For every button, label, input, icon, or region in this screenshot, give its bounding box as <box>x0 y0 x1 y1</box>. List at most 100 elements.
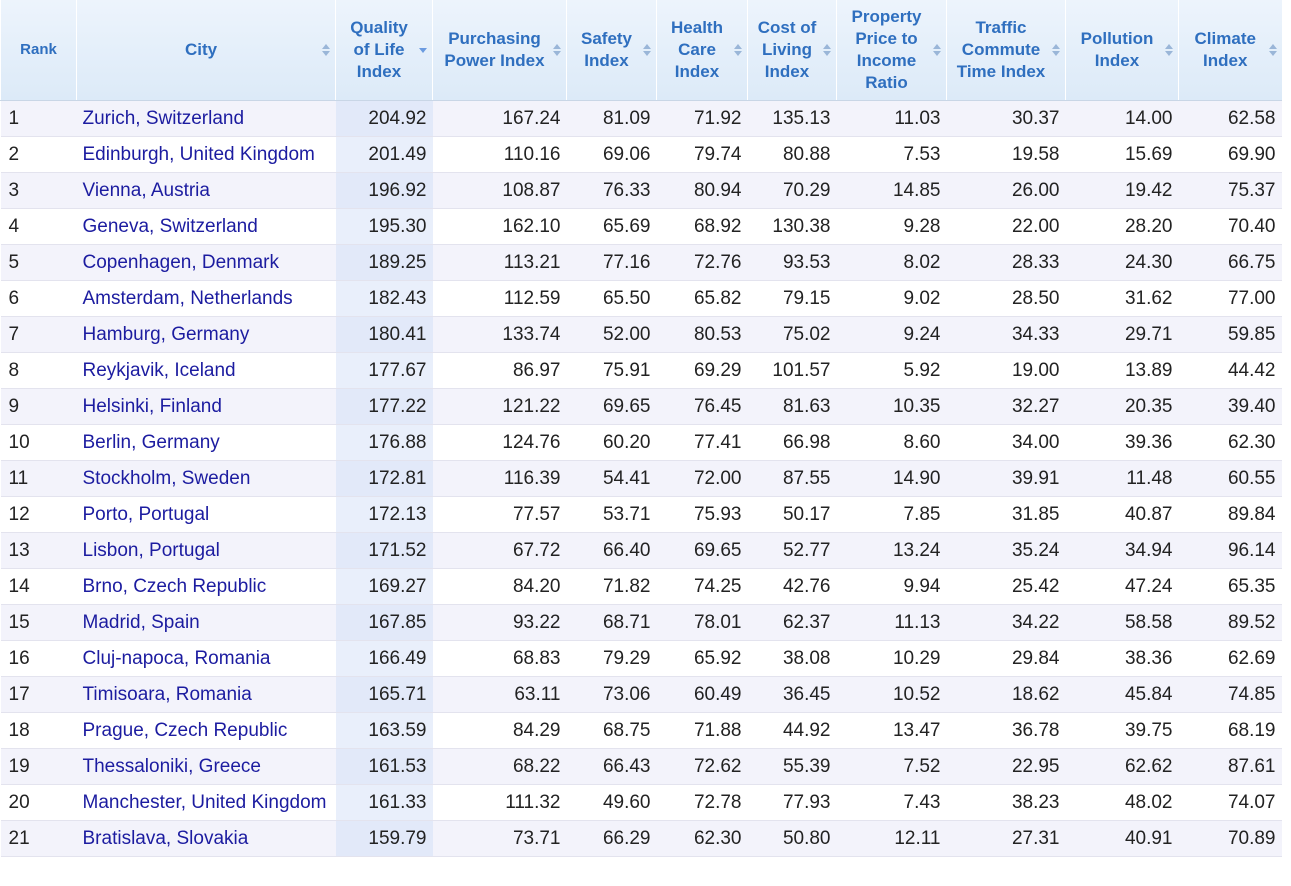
index-cell: 9.24 <box>836 316 947 353</box>
index-cell: 13.89 <box>1065 352 1179 389</box>
column-header[interactable]: Health Care Index <box>656 0 748 101</box>
index-cell: 162.10 <box>432 208 567 245</box>
index-cell: 39.40 <box>1178 388 1282 425</box>
column-header[interactable]: Pollution Index <box>1065 0 1179 101</box>
sort-arrow <box>933 44 941 49</box>
column-header[interactable]: Safety Index <box>566 0 657 101</box>
sort-arrow <box>734 51 742 56</box>
index-cell: 72.76 <box>656 244 748 281</box>
city-link[interactable]: Bratislava, Slovakia <box>76 820 336 857</box>
index-cell: 163.59 <box>335 712 433 749</box>
city-link[interactable]: Brno, Czech Republic <box>76 568 336 605</box>
index-cell: 72.78 <box>656 784 748 821</box>
index-cell: 73.06 <box>566 676 657 713</box>
city-link[interactable]: Manchester, United Kingdom <box>76 784 336 821</box>
index-cell: 77.16 <box>566 244 657 281</box>
index-cell: 135.13 <box>747 100 837 137</box>
column-header[interactable]: Traffic Commute Time Index <box>946 0 1066 101</box>
city-link[interactable]: Cluj-napoca, Romania <box>76 640 336 677</box>
city-link[interactable]: Edinburgh, United Kingdom <box>76 136 336 173</box>
index-cell: 70.40 <box>1178 208 1282 245</box>
index-cell: 71.88 <box>656 712 748 749</box>
sort-arrow <box>823 44 831 49</box>
table-row: 6 Amsterdam, Netherlands 182.43 112.59 65.50… <box>0 280 1282 317</box>
index-cell: 69.65 <box>566 388 657 425</box>
city-link[interactable]: Stockholm, Sweden <box>76 460 336 497</box>
index-cell: 70.29 <box>747 172 837 209</box>
index-cell: 62.69 <box>1178 640 1282 677</box>
city-link[interactable]: Geneva, Switzerland <box>76 208 336 245</box>
index-cell: 201.49 <box>335 136 433 173</box>
city-link[interactable]: Thessaloniki, Greece <box>76 748 336 785</box>
column-header[interactable]: City <box>76 0 336 101</box>
city-link[interactable]: Prague, Czech Republic <box>76 712 336 749</box>
index-cell: 60.55 <box>1178 460 1282 497</box>
index-cell: 77.93 <box>747 784 837 821</box>
index-cell: 69.29 <box>656 352 748 389</box>
city-link[interactable]: Lisbon, Portugal <box>76 532 336 569</box>
index-cell: 76.33 <box>566 172 657 209</box>
index-cell: 133.74 <box>432 316 567 353</box>
city-link[interactable]: Timisoara, Romania <box>76 676 336 713</box>
index-cell: 81.09 <box>566 100 657 137</box>
index-cell: 79.74 <box>656 136 748 173</box>
index-cell: 189.25 <box>335 244 433 281</box>
index-cell: 28.20 <box>1065 208 1179 245</box>
index-cell: 171.52 <box>335 532 433 569</box>
index-cell: 161.33 <box>335 784 433 821</box>
column-header[interactable]: Quality of Life Index <box>335 0 433 101</box>
city-link[interactable]: Reykjavik, Iceland <box>76 352 336 389</box>
index-cell: 65.92 <box>656 640 748 677</box>
index-cell: 111.32 <box>432 784 567 821</box>
sort-arrow <box>419 48 427 53</box>
city-link[interactable]: Vienna, Austria <box>76 172 336 209</box>
city-link[interactable]: Hamburg, Germany <box>76 316 336 353</box>
index-cell: 70.89 <box>1178 820 1282 857</box>
index-cell: 65.82 <box>656 280 748 317</box>
index-cell: 47.24 <box>1065 568 1179 605</box>
rank-cell: 8 <box>0 352 77 389</box>
index-cell: 68.19 <box>1178 712 1282 749</box>
index-cell: 172.81 <box>335 460 433 497</box>
city-link[interactable]: Berlin, Germany <box>76 424 336 461</box>
index-cell: 18.62 <box>946 676 1066 713</box>
column-header[interactable]: Property Price to Income Ratio <box>836 0 947 101</box>
sort-arrow <box>643 44 651 49</box>
table-row: 5 Copenhagen, Denmark 189.25 113.21 77.16 72.… <box>0 244 1282 281</box>
city-link[interactable]: Zurich, Switzerland <box>76 100 336 137</box>
table-row: 4 Geneva, Switzerland 195.30 162.10 65.69 68.… <box>0 208 1282 245</box>
index-cell: 68.71 <box>566 604 657 641</box>
index-cell: 65.69 <box>566 208 657 245</box>
index-cell: 80.94 <box>656 172 748 209</box>
column-header[interactable]: Cost of Living Index <box>747 0 837 101</box>
city-link[interactable]: Helsinki, Finland <box>76 388 336 425</box>
index-cell: 7.52 <box>836 748 947 785</box>
index-cell: 36.45 <box>747 676 837 713</box>
city-link[interactable]: Madrid, Spain <box>76 604 336 641</box>
table-row: 1 Zurich, Switzerland 204.92 167.24 81.09 71.… <box>0 100 1282 137</box>
table-row: 8 Reykjavik, Iceland 177.67 86.97 75.91 69.29… <box>0 352 1282 389</box>
city-link[interactable]: Porto, Portugal <box>76 496 336 533</box>
index-cell: 26.00 <box>946 172 1066 209</box>
index-cell: 196.92 <box>335 172 433 209</box>
sort-icon <box>823 44 831 56</box>
index-cell: 11.13 <box>836 604 947 641</box>
index-cell: 19.42 <box>1065 172 1179 209</box>
column-header[interactable]: Rank <box>0 0 77 101</box>
index-cell: 10.29 <box>836 640 947 677</box>
column-header[interactable]: Climate Index <box>1178 0 1282 101</box>
index-cell: 108.87 <box>432 172 567 209</box>
city-link[interactable]: Copenhagen, Denmark <box>76 244 336 281</box>
sort-arrow <box>1165 51 1173 56</box>
index-cell: 22.95 <box>946 748 1066 785</box>
index-cell: 10.35 <box>836 388 947 425</box>
index-cell: 172.13 <box>335 496 433 533</box>
index-cell: 81.63 <box>747 388 837 425</box>
city-link[interactable]: Amsterdam, Netherlands <box>76 280 336 317</box>
column-header[interactable]: Purchasing Power Index <box>432 0 567 101</box>
index-cell: 167.85 <box>335 604 433 641</box>
index-cell: 19.58 <box>946 136 1066 173</box>
ranking-table: Rank City Quality of Life Index Purchasing … <box>0 0 1282 857</box>
index-cell: 89.84 <box>1178 496 1282 533</box>
index-cell: 180.41 <box>335 316 433 353</box>
